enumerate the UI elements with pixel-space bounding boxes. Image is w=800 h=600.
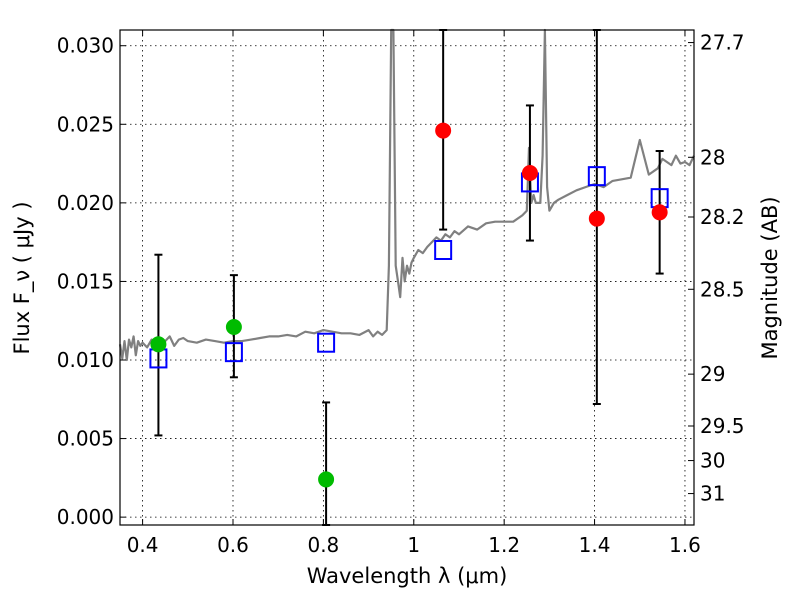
y-tick-label: 0.000 — [57, 505, 114, 529]
y2-tick-label: 28 — [700, 145, 725, 169]
photometry-circle-marker — [318, 471, 335, 488]
photometry-circle-marker — [225, 319, 242, 335]
x-tick-label: 1.2 — [488, 533, 520, 557]
y-tick-label: 0.010 — [57, 348, 114, 372]
x-tick-label: 1 — [407, 533, 420, 557]
y2-tick-label: 28.5 — [700, 277, 745, 301]
axis-ticks: 0.4 0.6 0.8 1 1.2 1.4 1.6 0.000 0.005 0.010 0.015 0… — [57, 30, 745, 557]
model-square-marker — [224, 342, 243, 363]
y2-tick-label: 28.2 — [700, 205, 745, 229]
y2-tick-label: 27.7 — [700, 31, 745, 55]
photometry-circle-marker — [651, 204, 668, 221]
photometry-circle-marker — [521, 165, 538, 181]
plot-background — [120, 30, 694, 525]
x-tick-label: 0.4 — [127, 533, 159, 557]
model-square-marker — [434, 240, 453, 260]
model-square-marker — [317, 332, 336, 353]
x-tick-label: 0.6 — [217, 533, 249, 557]
x-tick-label: 1.6 — [669, 533, 701, 557]
y-tick-label: 0.030 — [57, 34, 114, 58]
model-square-marker — [587, 166, 606, 187]
y-tick-label: 0.005 — [57, 427, 114, 451]
y-tick-label: 0.020 — [57, 191, 114, 215]
y-tick-label: 0.015 — [57, 269, 114, 293]
y2-axis-label: Magnitude (AB) — [758, 196, 782, 359]
x-tick-label: 0.8 — [307, 533, 339, 557]
grid-lines — [120, 30, 694, 525]
y-tick-label: 0.025 — [57, 112, 114, 136]
photometry-circle-marker — [150, 336, 167, 353]
template-spectrum-line — [118, 28, 695, 362]
photometry-points — [149, 29, 669, 526]
y2-tick-label: 29 — [700, 362, 725, 386]
y2-tick-label: 29.5 — [700, 414, 745, 438]
plot-frame — [119, 29, 695, 526]
x-tick-label: 1.4 — [579, 533, 611, 557]
photometry-circle-marker — [435, 122, 452, 139]
photometry-circle-marker — [588, 210, 605, 227]
y2-tick-label: 31 — [700, 482, 725, 506]
y2-tick-label: 30 — [700, 449, 725, 473]
y-axis-label: Flux F_ν ( μJy ) — [10, 201, 35, 354]
x-axis-label: Wavelength λ (μm) — [307, 564, 508, 588]
